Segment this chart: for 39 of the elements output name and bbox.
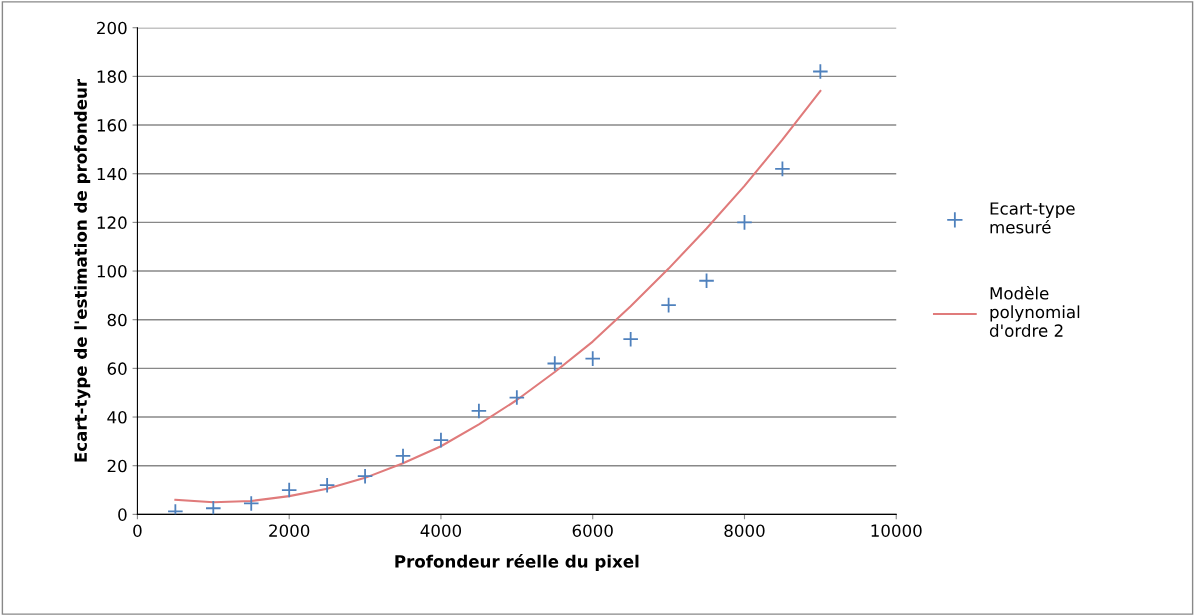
y-tick-label: 0 [118, 508, 127, 521]
point [508, 389, 526, 406]
point [736, 214, 753, 231]
line-series [174, 89, 822, 504]
point [774, 160, 791, 178]
x-tick-label: 2000 [269, 524, 310, 537]
point [318, 476, 336, 494]
y-tick-label: 80 [107, 313, 127, 327]
point [356, 467, 374, 485]
point [432, 431, 450, 449]
point [205, 500, 222, 515]
point [584, 350, 601, 367]
legend-label: Ecart-type mesuré [990, 202, 1075, 234]
y-tick-label: 60 [107, 362, 127, 375]
y-tick-label: 200 [97, 21, 127, 35]
x-tick-label: 6000 [572, 524, 613, 537]
x-tick-label: 10000 [871, 524, 922, 537]
point [394, 447, 412, 465]
point [243, 495, 260, 512]
point [546, 355, 563, 372]
y-tick-label: 160 [97, 119, 127, 132]
y-tick-label: 20 [107, 459, 127, 473]
y-tick-label: 120 [97, 216, 127, 229]
point [698, 272, 715, 289]
point [812, 63, 829, 80]
x-tick-label: 8000 [724, 524, 765, 537]
y-axis-title: Ecart-type de l'estimation de profondeur [74, 79, 91, 462]
x-tick-label: 4000 [420, 524, 462, 537]
y-tick-label: 100 [97, 265, 127, 278]
x-axis-title: Profondeur réelle du pixel [395, 554, 639, 571]
x-tick-label: 0 [133, 524, 142, 537]
point [470, 402, 488, 420]
point [281, 481, 298, 499]
y-tick-label: 140 [97, 167, 127, 181]
y-tick-label: 40 [107, 410, 127, 424]
legend-label: Modèle polynomial d'ordre 2 [989, 286, 1080, 337]
point [660, 296, 677, 314]
point [622, 330, 639, 348]
y-tick-label: 180 [97, 70, 127, 83]
